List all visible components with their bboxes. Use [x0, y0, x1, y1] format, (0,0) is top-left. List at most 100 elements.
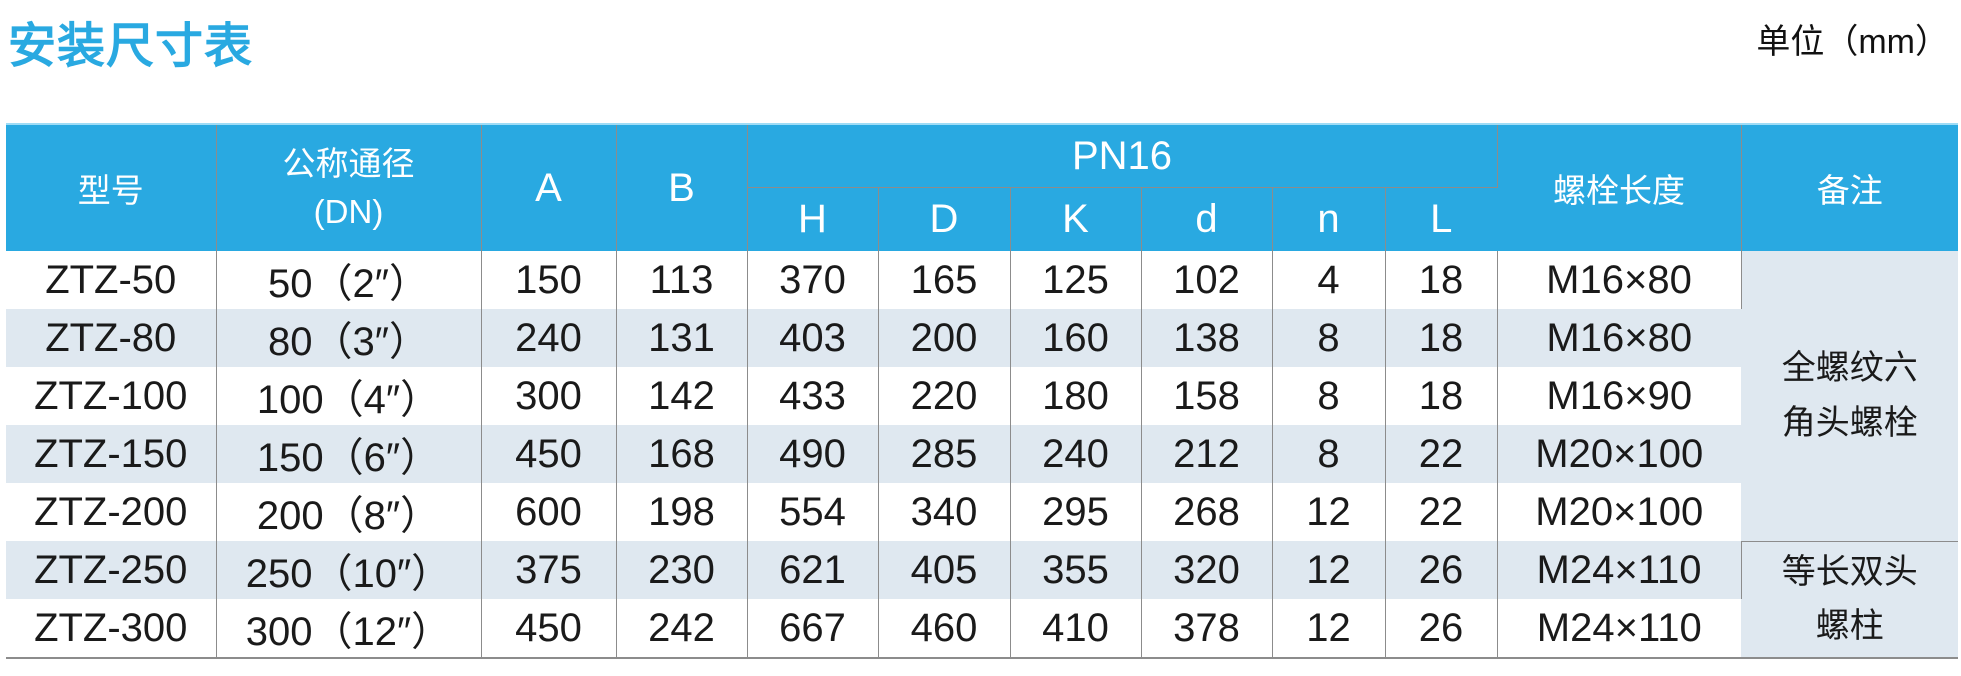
header-pn16: PN16: [747, 125, 1498, 188]
cell-d-outer: 405: [878, 541, 1011, 599]
header-n: n: [1272, 187, 1386, 251]
table-row: ZTZ-100 100（4″） 300 142 433 220 180 158 …: [6, 367, 1958, 425]
cell-k: 355: [1010, 541, 1142, 599]
cell-h: 490: [747, 425, 879, 483]
table-row: ZTZ-300 300（12″） 450 242 667 460 410 378…: [6, 599, 1958, 657]
cell-dn: 50（2″）: [216, 251, 482, 309]
cell-dn: 80（3″）: [216, 309, 482, 367]
table-row: ZTZ-150 150（6″） 450 168 490 285 240 212 …: [6, 425, 1958, 483]
header-b: B: [616, 125, 748, 251]
cell-model: ZTZ-200: [6, 483, 217, 541]
cell-d-outer: 220: [878, 367, 1011, 425]
cell-k: 180: [1010, 367, 1142, 425]
cell-d: 102: [1141, 251, 1273, 309]
cell-dn: 250（10″）: [216, 541, 482, 599]
page-title: 安装尺寸表: [8, 20, 254, 73]
cell-n: 8: [1272, 309, 1386, 367]
cell-dn: 300（12″）: [216, 599, 482, 657]
cell-a: 450: [481, 599, 617, 657]
header-l: L: [1385, 187, 1497, 251]
cell-b: 142: [616, 367, 748, 425]
cell-dn: 150（6″）: [216, 425, 482, 483]
cell-a: 600: [481, 483, 617, 541]
cell-h: 403: [747, 309, 879, 367]
cell-model: ZTZ-50: [6, 251, 217, 309]
cell-model: ZTZ-250: [6, 541, 217, 599]
header-dn: 公称通径 (DN): [216, 125, 482, 251]
header-d-outer: D: [878, 187, 1011, 251]
cell-n: 12: [1272, 541, 1386, 599]
cell-l: 18: [1385, 251, 1498, 309]
remark-cell-hex-bolt: 全螺纹六 角头螺栓: [1741, 251, 1958, 542]
cell-d: 378: [1141, 599, 1273, 657]
remark-cell-stud: 等长双头 螺柱: [1741, 541, 1958, 657]
cell-n: 12: [1272, 483, 1386, 541]
table-row: ZTZ-200 200（8″） 600 198 554 340 295 268 …: [6, 483, 1958, 541]
cell-d-outer: 285: [878, 425, 1011, 483]
cell-h: 370: [747, 251, 879, 309]
cell-n: 4: [1272, 251, 1386, 309]
cell-b: 242: [616, 599, 748, 657]
cell-b: 230: [616, 541, 748, 599]
header-model: 型号: [6, 125, 217, 251]
header-row-top: 型号 公称通径 (DN) A B PN16 螺栓长度 备注: [6, 125, 1958, 251]
header-k: K: [1010, 187, 1142, 251]
cell-a: 375: [481, 541, 617, 599]
cell-dn: 200（8″）: [216, 483, 482, 541]
table-row: ZTZ-50 50（2″） 150 113 370 165 125 102 4 …: [6, 251, 1958, 542]
cell-l: 26: [1385, 599, 1498, 657]
cell-bolt: M24×110: [1497, 599, 1741, 657]
header-a: A: [481, 125, 617, 251]
cell-l: 18: [1385, 309, 1498, 367]
cell-k: 160: [1010, 309, 1142, 367]
cell-bolt: M16×90: [1497, 367, 1741, 425]
cell-d: 212: [1141, 425, 1273, 483]
unit-label: 单位（mm）: [1756, 23, 1949, 61]
cell-bolt: M16×80: [1497, 251, 1742, 309]
dimensions-table-wrap: 型号 公称通径 (DN) A B PN16 螺栓长度 备注 H D K d n …: [6, 123, 1958, 659]
cell-model: ZTZ-80: [6, 309, 217, 367]
cell-n: 8: [1272, 367, 1386, 425]
cell-k: 410: [1010, 599, 1142, 657]
cell-h: 554: [747, 483, 879, 541]
cell-l: 26: [1385, 541, 1498, 599]
cell-b: 168: [616, 425, 748, 483]
cell-b: 131: [616, 309, 748, 367]
cell-n: 12: [1272, 599, 1386, 657]
cell-d-outer: 340: [878, 483, 1011, 541]
cell-a: 150: [481, 251, 617, 309]
cell-l: 22: [1385, 483, 1498, 541]
cell-bolt: M20×100: [1497, 483, 1741, 541]
cell-dn: 100（4″）: [216, 367, 482, 425]
dimensions-table: 型号 公称通径 (DN) A B PN16 螺栓长度 备注 H D K d n …: [6, 125, 1958, 657]
cell-h: 433: [747, 367, 879, 425]
cell-l: 22: [1385, 425, 1498, 483]
cell-d: 320: [1141, 541, 1273, 599]
cell-a: 450: [481, 425, 617, 483]
cell-k: 295: [1010, 483, 1142, 541]
cell-k: 125: [1010, 251, 1142, 309]
cell-a: 300: [481, 367, 617, 425]
table-row: ZTZ-80 80（3″） 240 131 403 200 160 138 8 …: [6, 309, 1958, 367]
cell-model: ZTZ-100: [6, 367, 217, 425]
cell-b: 113: [616, 251, 748, 309]
cell-bolt: M20×100: [1497, 425, 1741, 483]
header-remark: 备注: [1741, 125, 1958, 251]
cell-h: 621: [747, 541, 879, 599]
cell-l: 18: [1385, 367, 1498, 425]
cell-a: 240: [481, 309, 617, 367]
cell-d-outer: 200: [878, 309, 1011, 367]
cell-n: 8: [1272, 425, 1386, 483]
header-row-sub: H D K d n L: [6, 187, 1958, 251]
header-h: H: [747, 187, 879, 251]
cell-d: 158: [1141, 367, 1273, 425]
cell-model: ZTZ-300: [6, 599, 217, 657]
cell-d-outer: 460: [878, 599, 1011, 657]
cell-b: 198: [616, 483, 748, 541]
cell-d: 268: [1141, 483, 1273, 541]
cell-h: 667: [747, 599, 879, 657]
cell-bolt: M16×80: [1497, 309, 1741, 367]
cell-d: 138: [1141, 309, 1273, 367]
header-bolt-length: 螺栓长度: [1497, 125, 1742, 251]
